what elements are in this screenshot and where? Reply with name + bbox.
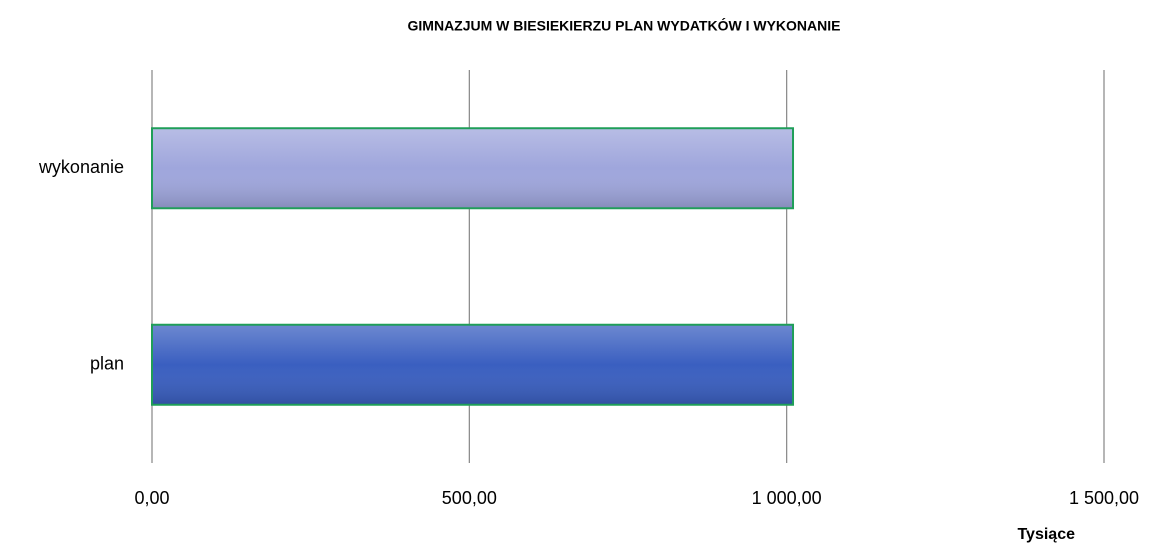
y-tick-label: wykonanie xyxy=(38,157,124,177)
x-axis-title: Tysiące xyxy=(1017,526,1075,543)
bar-shine xyxy=(153,129,793,208)
x-tick-label: 1 500,00 xyxy=(1069,488,1139,508)
x-tick-label: 0,00 xyxy=(134,488,169,508)
chart-title: GIMNAZJUM W BIESIEKIERZU PLAN WYDATKÓW I… xyxy=(408,17,841,34)
x-tick-label: 1 000,00 xyxy=(752,488,822,508)
x-tick-label: 500,00 xyxy=(442,488,497,508)
bar-shine xyxy=(153,325,793,404)
y-tick-label: plan xyxy=(90,354,124,374)
